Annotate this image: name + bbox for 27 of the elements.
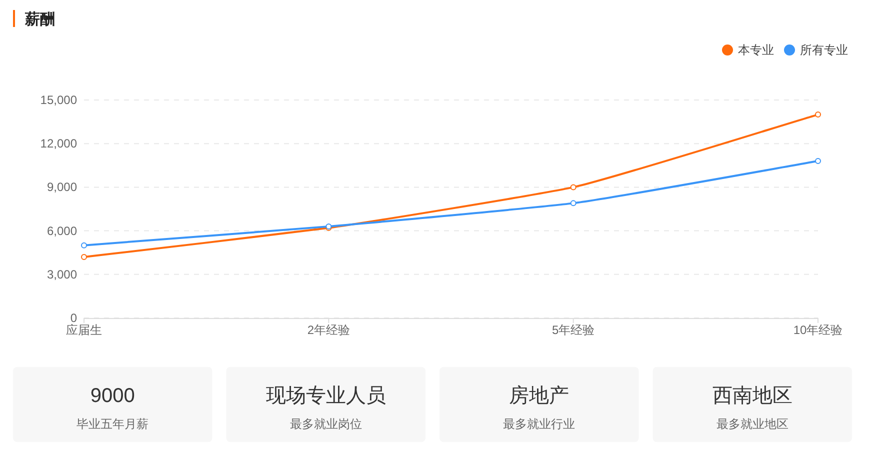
text: 最多就业地区: [716, 417, 788, 431]
chart-title: 薪酬: [24, 11, 55, 28]
point: [81, 242, 87, 248]
text: 最多就业岗位: [290, 417, 362, 431]
text: 房地产: [509, 385, 570, 407]
text: 9000: [90, 385, 135, 407]
text: 毕业五年月薪: [76, 417, 149, 431]
point: [570, 200, 576, 206]
text: 现场专业人员: [266, 385, 386, 407]
point: [815, 112, 821, 118]
point: [81, 254, 87, 260]
y-tick-label: 9,000: [46, 180, 78, 194]
text: 最多就业行业: [503, 417, 576, 431]
point: [815, 158, 821, 164]
point: [570, 184, 576, 190]
text: 西南地区: [712, 385, 792, 407]
y-tick-label: 0: [70, 311, 78, 325]
y-tick-label: 15,000: [40, 93, 78, 107]
legend-label: 本专业: [738, 43, 774, 57]
y-tick-label: 12,000: [40, 136, 78, 151]
y-tick-label: 6,000: [46, 224, 78, 238]
legend-label: 所有专业: [800, 43, 848, 57]
x-tick-label: 10年经验: [793, 323, 843, 337]
y-tick-label: 3,000: [46, 267, 78, 282]
x-tick-label: 应届生: [66, 323, 102, 337]
x-tick-label: 2年经验: [307, 323, 350, 337]
x-tick-label: 5年经验: [552, 323, 595, 337]
